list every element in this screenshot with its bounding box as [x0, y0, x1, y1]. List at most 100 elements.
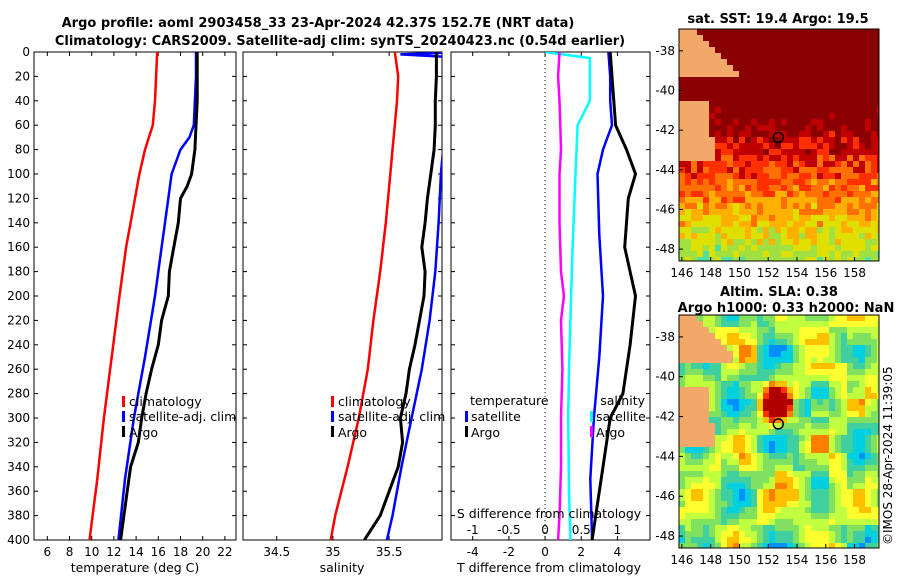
sst-cell	[745, 245, 751, 251]
sst-cell	[775, 41, 781, 47]
sla-cell	[847, 501, 853, 507]
sla-cell	[799, 441, 805, 447]
sla-cell	[871, 483, 877, 489]
sla-cell	[697, 375, 703, 381]
sst-cell	[859, 209, 865, 215]
sst-cell	[769, 131, 775, 137]
sst-cell	[715, 119, 721, 125]
sst-cell	[733, 53, 739, 59]
sst-cell	[679, 215, 685, 221]
sla-cell	[733, 531, 739, 537]
sla-cell	[853, 375, 859, 381]
land-cell	[697, 411, 703, 417]
depth-tick-label: 260	[7, 362, 30, 376]
x-tick-label: 12	[106, 545, 121, 559]
sst-cell	[739, 221, 745, 227]
sla-cell	[877, 465, 879, 471]
sst-cell	[709, 113, 715, 119]
sla-cell	[841, 375, 847, 381]
sst-cell	[859, 185, 865, 191]
sst-cell	[703, 209, 709, 215]
sst-cell	[841, 257, 847, 261]
sst-cell	[757, 29, 763, 35]
sst-cell	[853, 197, 859, 203]
sla-cell	[739, 435, 745, 441]
sst-cell	[811, 221, 817, 227]
s-tick-label: 0	[541, 523, 549, 537]
sst-cell	[805, 227, 811, 233]
sla-cell	[685, 465, 691, 471]
sla-cell	[847, 435, 853, 441]
sst-cell	[871, 155, 877, 161]
land-cell	[697, 435, 703, 441]
sst-cell	[817, 95, 823, 101]
argo-float-marker	[772, 131, 785, 144]
sst-cell	[835, 95, 841, 101]
sla-cell	[865, 531, 871, 537]
sla-cell	[685, 543, 691, 548]
sst-cell	[805, 83, 811, 89]
sst-cell	[847, 197, 853, 203]
sst-cell	[871, 95, 877, 101]
sla-cell	[877, 351, 879, 357]
sst-cell	[781, 89, 787, 95]
sst-cell	[757, 131, 763, 137]
sst-cell	[823, 203, 829, 209]
sst-cell	[835, 191, 841, 197]
sla-cell	[751, 543, 757, 548]
sst-cell	[745, 149, 751, 155]
sst-cell	[769, 137, 775, 143]
sla-cell	[751, 483, 757, 489]
sst-cell	[841, 65, 847, 71]
legend-swatch-satellite	[331, 411, 334, 422]
land-cell	[721, 345, 727, 351]
sla-cell	[691, 453, 697, 459]
sla-cell	[757, 357, 763, 363]
sla-cell	[829, 417, 835, 423]
sla-cell	[715, 387, 721, 393]
sst-cell	[823, 215, 829, 221]
sst-cell	[841, 107, 847, 113]
sst-cell	[697, 245, 703, 251]
sst-cell	[751, 197, 757, 203]
sst-cell	[865, 47, 871, 53]
sst-cell	[697, 173, 703, 179]
sst-cell	[829, 47, 835, 53]
sla-cell	[793, 315, 799, 321]
sst-cell	[697, 95, 703, 101]
sla-cell	[757, 507, 763, 513]
sst-cell	[847, 221, 853, 227]
sst-cell	[721, 191, 727, 197]
sst-cell	[817, 191, 823, 197]
sst-cell	[733, 35, 739, 41]
sla-cell	[835, 321, 841, 327]
sst-cell	[865, 77, 871, 83]
sst-cell	[721, 149, 727, 155]
sla-cell	[745, 375, 751, 381]
land-cell	[691, 41, 697, 47]
sst-cell	[823, 221, 829, 227]
sst-cell	[835, 53, 841, 59]
sst-cell	[841, 125, 847, 131]
sla-cell	[709, 465, 715, 471]
sst-cell	[775, 209, 781, 215]
sst-cell	[817, 59, 823, 65]
sst-cell	[865, 185, 871, 191]
sst-cell	[721, 131, 727, 137]
sla-cell	[841, 411, 847, 417]
sla-cell	[757, 453, 763, 459]
sla-cell	[835, 465, 841, 471]
sst-cell	[703, 239, 709, 245]
sla-cell	[763, 483, 769, 489]
sst-cell	[715, 113, 721, 119]
sla-cell	[679, 483, 685, 489]
sst-cell	[823, 227, 829, 233]
sst-cell	[733, 125, 739, 131]
sla-cell	[727, 315, 733, 321]
sst-cell	[829, 41, 835, 47]
sla-cell	[685, 513, 691, 519]
sst-cell	[793, 143, 799, 149]
sla-cell	[769, 399, 775, 405]
sla-cell	[745, 417, 751, 423]
legend-swatch-s-satellite	[590, 411, 593, 422]
